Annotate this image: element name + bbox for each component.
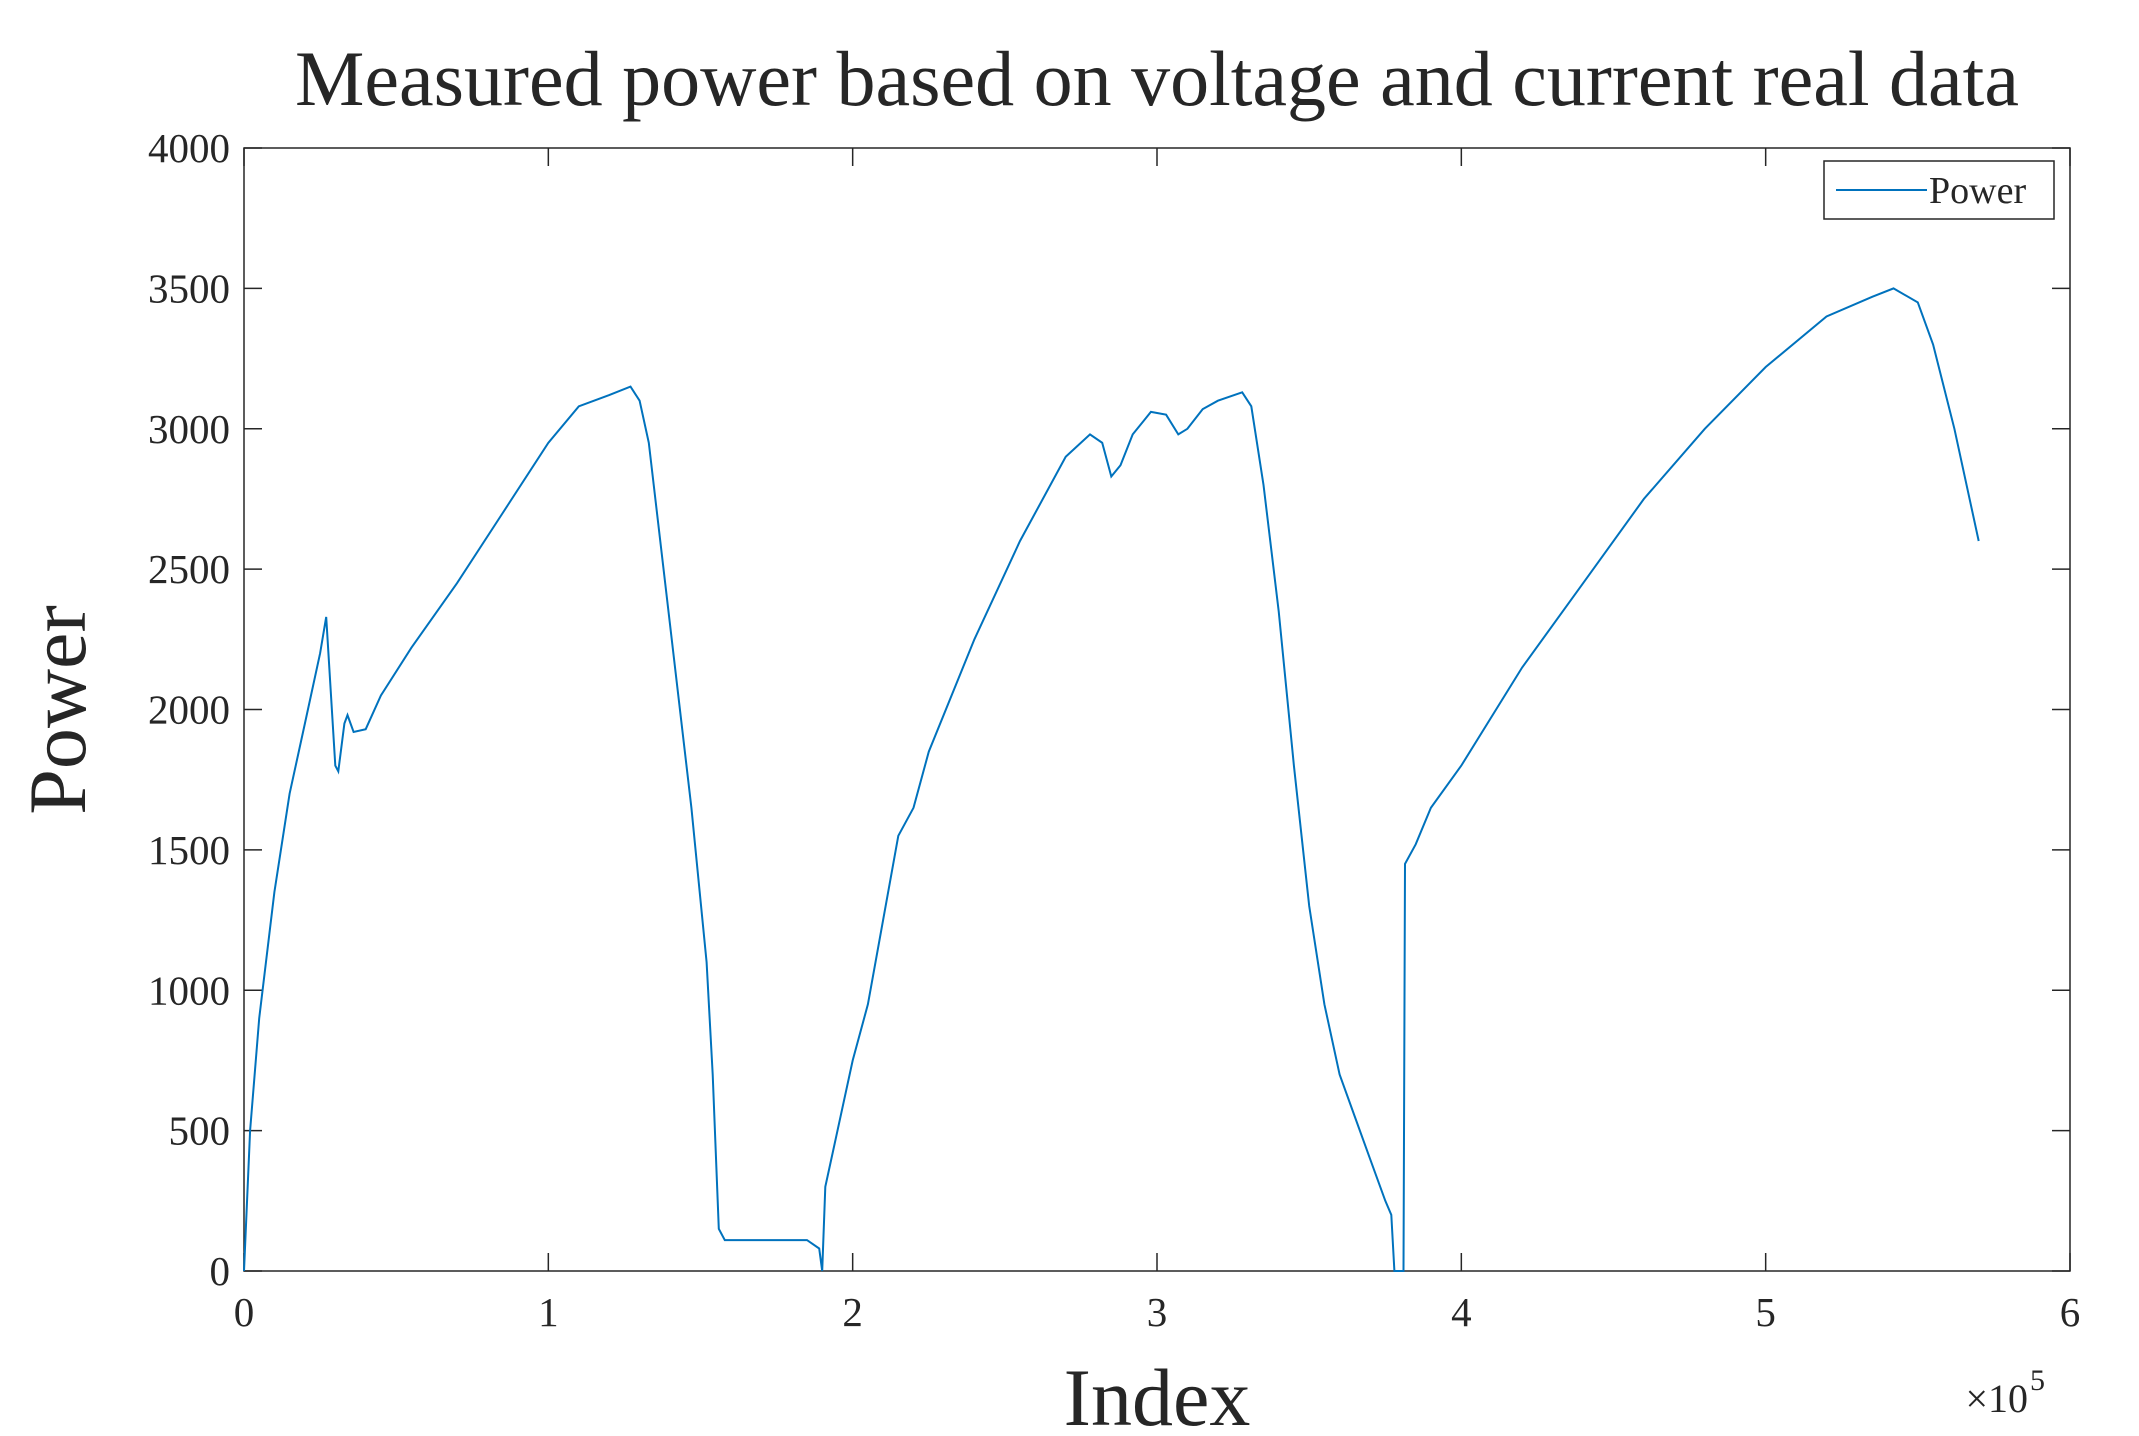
x-tick-label: 3 [1147,1289,1168,1335]
legend-label: Power [1929,170,2026,212]
x-tick-label: 2 [842,1289,863,1335]
x-tick-label: 5 [1755,1289,1776,1335]
y-tick-label: 3500 [148,265,230,311]
y-tick-label: 500 [169,1108,231,1154]
x-tick-label: 6 [2060,1289,2081,1335]
x-tick-label: 0 [234,1289,255,1335]
y-tick-label: 0 [210,1248,231,1294]
x-tick-label: 4 [1451,1289,1472,1335]
x-multiplier-exponent: 5 [2030,1364,2045,1397]
y-tick-label: 2000 [148,687,230,733]
x-tick-label: 1 [538,1289,559,1335]
y-tick-label: 1000 [148,967,230,1013]
y-tick-label: 2500 [148,546,230,592]
y-tick-label: 1500 [148,827,230,873]
x-axis-label: Index [1064,1352,1251,1436]
y-tick-label: 3000 [148,406,230,452]
data-line [243,287,1980,1272]
chart-title: Measured power based on voltage and curr… [295,35,2019,122]
x-multiplier: ×10 [1965,1376,2028,1421]
plot-area [243,147,2071,1272]
y-axis-label: Power [12,605,103,815]
y-tick-label: 4000 [148,125,230,171]
